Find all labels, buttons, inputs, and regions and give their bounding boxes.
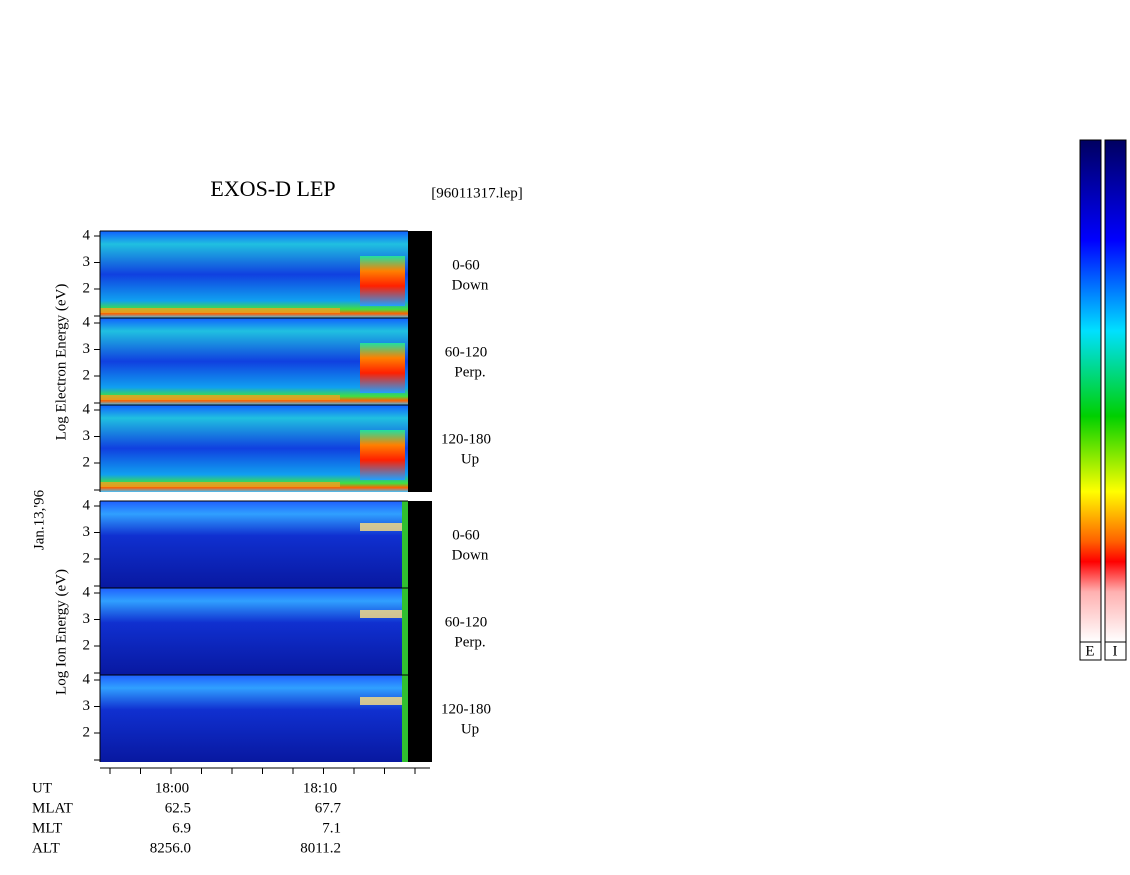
no-data [408, 501, 432, 588]
row-label: ALT [32, 840, 60, 856]
spectrogram [100, 675, 408, 762]
row-label: MLAT [32, 800, 73, 816]
row-value: 6.9 [172, 820, 191, 836]
y-tick-label: 2 [83, 724, 91, 740]
row-value: 8011.2 [300, 840, 341, 856]
y-tick-label: 3 [83, 254, 91, 270]
y-tick-label: 2 [83, 637, 91, 653]
row-value: 18:10 [303, 780, 337, 796]
y-tick-label: 2 [83, 280, 91, 296]
direction: Up [461, 451, 479, 467]
spectrogram-band [360, 610, 402, 618]
direction: Perp. [454, 634, 485, 650]
y-tick-label: 2 [83, 367, 91, 383]
pitch-angle: 120-180 [441, 701, 491, 717]
spectrogram-edge [402, 675, 408, 762]
spectrogram-band [100, 395, 340, 400]
no-data [408, 675, 432, 762]
y-tick-label: 4 [83, 401, 91, 417]
y-tick-label: 3 [83, 341, 91, 357]
spectrogram [100, 588, 408, 675]
row-label: MLT [32, 820, 62, 836]
no-data [408, 588, 432, 675]
colorbar-label: I [1113, 643, 1118, 659]
y-tick-label: 3 [83, 524, 91, 540]
spectrogram-hot [360, 343, 405, 393]
direction: Up [461, 721, 479, 737]
y-tick-label: 4 [83, 497, 91, 513]
pitch-angle: 60-120 [445, 614, 488, 630]
colorbar-ion [1104, 139, 1127, 643]
ion-axis-label: Log Ion Energy (eV) [53, 569, 69, 695]
spectrogram [100, 501, 408, 588]
pitch-angle: 0-60 [452, 527, 480, 543]
y-tick-label: 2 [83, 550, 91, 566]
y-tick-label: 4 [83, 227, 91, 243]
spectrogram-edge [402, 588, 408, 675]
y-tick-label: 4 [83, 584, 91, 600]
pitch-angle: 120-180 [441, 431, 491, 447]
spectrogram [100, 405, 408, 492]
spectrogram-band [360, 523, 402, 531]
title: EXOS-D LEP [210, 176, 335, 201]
no-data [408, 231, 432, 318]
spectrogram-hot [360, 430, 405, 480]
row-label: UT [32, 780, 52, 796]
y-tick-label: 3 [83, 698, 91, 714]
spectrogram-band [100, 482, 340, 487]
pitch-angle: 0-60 [452, 257, 480, 273]
row-value: 62.5 [165, 800, 191, 816]
spectrogram-band [360, 697, 402, 705]
row-value: 18:00 [155, 780, 189, 796]
spectrogram [100, 318, 408, 405]
y-tick-label: 3 [83, 428, 91, 444]
row-value: 8256.0 [150, 840, 191, 856]
file-name: [96011317.lep] [431, 185, 523, 201]
no-data [408, 318, 432, 405]
y-tick-label: 4 [83, 314, 91, 330]
colorbar-box [1079, 641, 1102, 661]
spectrogram [100, 231, 408, 318]
electron-axis-label: Log Electron Energy (eV) [53, 284, 69, 441]
colorbar-label: E [1085, 643, 1094, 659]
spectrogram-band [100, 308, 340, 313]
direction: Down [452, 547, 489, 563]
spectrogram-edge [402, 501, 408, 588]
direction: Perp. [454, 364, 485, 380]
row-value: 7.1 [322, 820, 341, 836]
direction: Down [452, 277, 489, 293]
row-value: 67.7 [315, 800, 342, 816]
y-tick-label: 4 [83, 671, 91, 687]
date-label: Jan.13,'96 [31, 489, 47, 550]
y-tick-label: 2 [83, 454, 91, 470]
spectrogram-hot [360, 256, 405, 306]
pitch-angle: 60-120 [445, 344, 488, 360]
colorbar-electron [1079, 139, 1102, 643]
y-tick-label: 3 [83, 611, 91, 627]
colorbar-box [1104, 641, 1127, 661]
no-data [408, 405, 432, 492]
